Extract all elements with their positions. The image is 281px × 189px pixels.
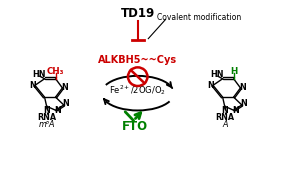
Text: CH₃: CH₃ — [47, 67, 64, 76]
Text: N: N — [61, 83, 68, 92]
Text: Covalent modification: Covalent modification — [157, 13, 241, 22]
Text: N: N — [221, 106, 228, 115]
Text: ALKBH5~~Cys: ALKBH5~~Cys — [98, 55, 177, 65]
Text: TD19: TD19 — [121, 7, 155, 20]
Text: N: N — [207, 81, 214, 90]
Text: N: N — [43, 106, 50, 115]
Text: Fe$^{2+}$/2OG/O$_2$: Fe$^{2+}$/2OG/O$_2$ — [109, 83, 166, 97]
Text: N: N — [55, 106, 61, 115]
Text: RNA: RNA — [215, 113, 234, 122]
Text: N: N — [29, 81, 36, 90]
Text: N: N — [62, 99, 69, 108]
Text: HN: HN — [32, 70, 46, 79]
Text: RNA: RNA — [37, 113, 56, 122]
Text: N: N — [239, 83, 246, 92]
Text: H: H — [230, 67, 237, 76]
Text: HN: HN — [210, 70, 223, 79]
Text: m⁶A: m⁶A — [38, 120, 55, 129]
Text: FTO: FTO — [122, 120, 148, 133]
Text: N: N — [240, 99, 247, 108]
Text: A: A — [222, 120, 227, 129]
Text: N: N — [233, 106, 239, 115]
